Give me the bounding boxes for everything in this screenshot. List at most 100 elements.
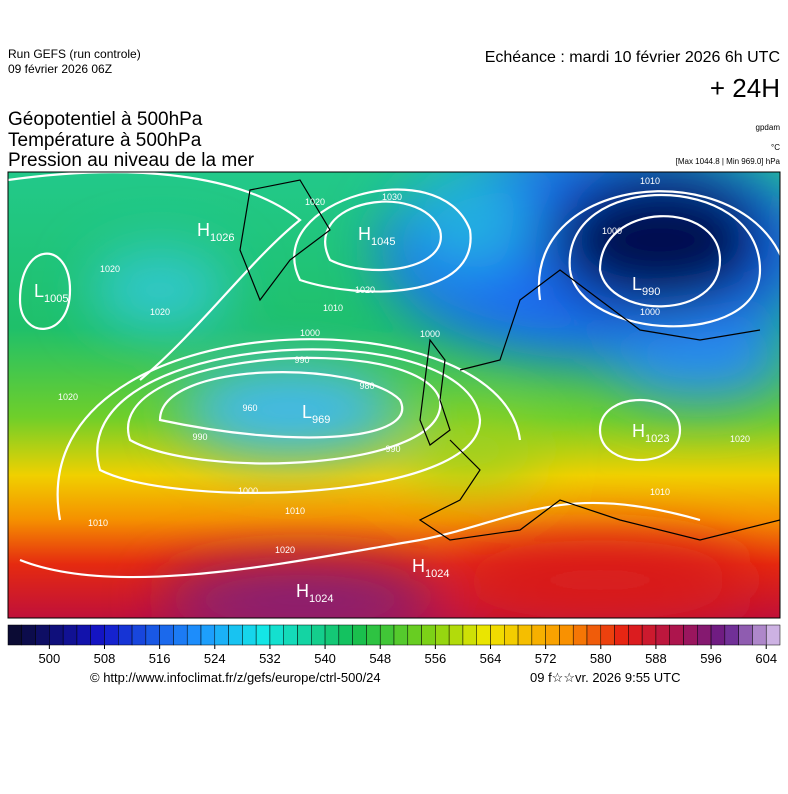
colorbar-cell xyxy=(145,624,160,646)
colorbar-label: 588 xyxy=(645,651,667,666)
center-value: 990 xyxy=(642,286,660,298)
center-value: 1024 xyxy=(309,593,333,605)
isobar-label: 1000 xyxy=(238,486,258,496)
colorbar-cell xyxy=(76,624,91,646)
colorbar-cell xyxy=(559,624,574,646)
colorbar-cell xyxy=(173,624,188,646)
colorbar-cell xyxy=(697,624,712,646)
isobar-label: 1020 xyxy=(58,392,78,402)
isobar-label: 990 xyxy=(385,444,400,454)
colorbar-cell xyxy=(752,624,767,646)
run: Run GEFS (run controle) xyxy=(8,47,141,61)
colorbar-cell xyxy=(90,624,105,646)
isobar-label: 1030 xyxy=(382,192,402,202)
isobar-label: 1000 xyxy=(602,226,622,236)
colorbar-cell xyxy=(586,624,602,646)
map-field xyxy=(8,172,780,618)
isobar-label: 1020 xyxy=(730,434,750,444)
colorbar-cell xyxy=(7,624,23,646)
colorbar-cell xyxy=(614,624,629,646)
isobar-label: 990 xyxy=(192,432,207,442)
colorbar-label: 572 xyxy=(535,651,557,666)
isobar-label: 1010 xyxy=(323,303,343,313)
pressure-center: H1023 xyxy=(632,421,669,445)
unit: °C xyxy=(771,143,780,152)
colorbar-cell xyxy=(393,624,409,646)
center-type: H xyxy=(632,421,645,441)
colorbar-label: 532 xyxy=(259,651,281,666)
center-value: 1026 xyxy=(210,232,234,244)
center-type: L xyxy=(302,402,312,422)
colorbar-cell xyxy=(407,624,422,646)
isobar-label: 1020 xyxy=(150,307,170,317)
center-type: H xyxy=(197,220,210,240)
colorbar-cell xyxy=(669,624,684,646)
isobar-label: 1020 xyxy=(275,545,295,555)
center-value: 1045 xyxy=(371,236,395,248)
center-type: H xyxy=(296,581,309,601)
pressure-center: H1024 xyxy=(296,581,333,605)
colorbar-label: 540 xyxy=(314,651,336,666)
colorbar-cell xyxy=(104,624,119,646)
pressure-center: H1024 xyxy=(412,556,449,580)
colorbar-cell xyxy=(655,624,670,646)
pressure-center: L1005 xyxy=(34,281,69,305)
isobar-label: 1010 xyxy=(640,176,660,186)
isobar-label: 1000 xyxy=(300,328,320,338)
colorbar-label: 508 xyxy=(94,651,116,666)
colorbar-label: 524 xyxy=(204,651,226,666)
title: Pression au niveau de la mer xyxy=(8,150,255,171)
colorbar-cell xyxy=(200,624,216,646)
colorbar-cell xyxy=(421,624,436,646)
colorbar-cell xyxy=(738,624,753,646)
colorbar-cell xyxy=(572,624,588,646)
colorbar-cell xyxy=(269,624,284,646)
center-value: 1023 xyxy=(645,433,669,445)
colorbar-cell xyxy=(214,624,229,646)
unit: [Max 1044.8 | Min 969.0] hPa xyxy=(676,157,781,166)
isobar-label: 1000 xyxy=(420,329,440,339)
colorbar-cell xyxy=(462,624,477,646)
colorbar-label: 564 xyxy=(480,651,502,666)
colorbar-cell xyxy=(490,624,505,646)
isobar-label: 1010 xyxy=(88,518,108,528)
pressure-center: H1045 xyxy=(358,224,395,248)
center-value: 1024 xyxy=(425,568,449,580)
pressure-center: L990 xyxy=(632,274,660,298)
colorbar-cell xyxy=(283,624,298,646)
isobar-label: 1020 xyxy=(100,264,120,274)
colorbar-cell xyxy=(324,624,340,646)
title: Géopotentiel à 500hPa xyxy=(8,109,203,130)
colorbar-cell xyxy=(131,624,147,646)
run-date: 09 février 2026 06Z xyxy=(8,62,112,76)
center-type: H xyxy=(358,224,371,244)
isobar-label: 980 xyxy=(359,381,374,391)
colorbar-cell xyxy=(476,624,491,646)
colorbar-cell xyxy=(545,624,560,646)
isobar-label: 1020 xyxy=(305,197,325,207)
center-type: H xyxy=(412,556,425,576)
colorbar-cell xyxy=(338,624,353,646)
isobar-label: 1010 xyxy=(285,506,305,516)
colorbar-label: 548 xyxy=(369,651,391,666)
isobar-label: 1000 xyxy=(640,307,660,317)
center-type: L xyxy=(632,274,642,294)
pressure-center: L969 xyxy=(302,402,330,426)
colorbar-cell xyxy=(379,624,395,646)
colorbar-cell xyxy=(435,624,450,646)
colorbar-cell xyxy=(186,624,202,646)
colorbar-cell xyxy=(504,624,519,646)
colorbar-cell xyxy=(765,624,781,646)
colorbar-cell xyxy=(448,624,464,646)
center-value: 969 xyxy=(312,414,330,426)
colorbar-cell xyxy=(297,624,312,646)
colorbar-cell xyxy=(531,624,546,646)
colorbar-cell xyxy=(352,624,367,646)
colorbar-cell xyxy=(710,624,726,646)
colorbar-label: 556 xyxy=(425,651,447,666)
colorbar-label: 516 xyxy=(149,651,171,666)
colorbar-cell xyxy=(118,624,133,646)
colorbar-cell xyxy=(517,624,533,646)
colorbar-cell xyxy=(366,624,381,646)
